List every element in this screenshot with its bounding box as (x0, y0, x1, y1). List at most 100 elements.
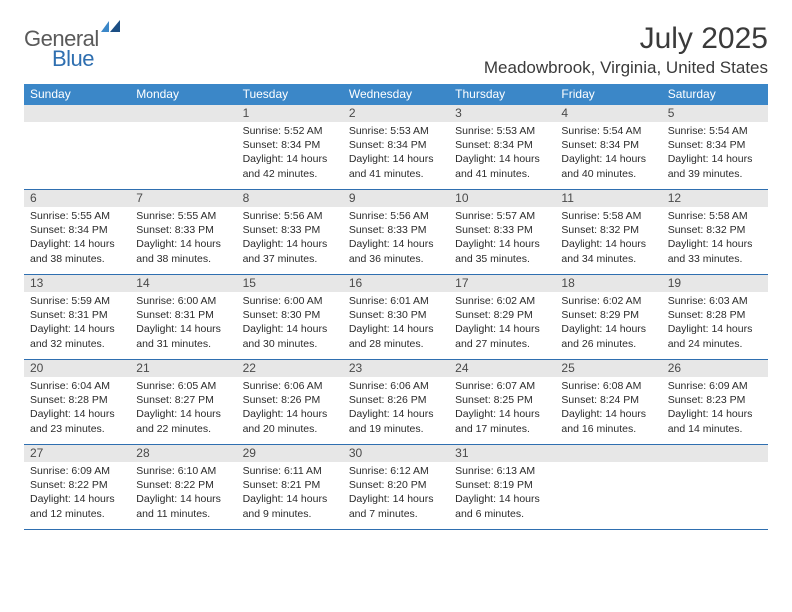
day-number: 26 (662, 360, 768, 377)
sunrise-text: Sunrise: 6:04 AM (30, 379, 124, 393)
week-row: 6Sunrise: 5:55 AMSunset: 8:34 PMDaylight… (24, 190, 768, 275)
day-cell: 26Sunrise: 6:09 AMSunset: 8:23 PMDayligh… (662, 360, 768, 444)
sunset-text: Sunset: 8:34 PM (30, 223, 124, 237)
day-details: Sunrise: 5:53 AMSunset: 8:34 PMDaylight:… (449, 122, 555, 185)
day-cell: 25Sunrise: 6:08 AMSunset: 8:24 PMDayligh… (555, 360, 661, 444)
sunrise-text: Sunrise: 5:56 AM (349, 209, 443, 223)
day-details: Sunrise: 6:13 AMSunset: 8:19 PMDaylight:… (449, 462, 555, 525)
sunrise-text: Sunrise: 6:10 AM (136, 464, 230, 478)
day-details: Sunrise: 5:59 AMSunset: 8:31 PMDaylight:… (24, 292, 130, 355)
day-number: 30 (343, 445, 449, 462)
daylight-text: Daylight: 14 hours and 9 minutes. (243, 492, 337, 520)
sunrise-text: Sunrise: 6:07 AM (455, 379, 549, 393)
day-number: 12 (662, 190, 768, 207)
day-cell: 21Sunrise: 6:05 AMSunset: 8:27 PMDayligh… (130, 360, 236, 444)
sunrise-text: Sunrise: 6:13 AM (455, 464, 549, 478)
weekday-header-row: SundayMondayTuesdayWednesdayThursdayFrid… (24, 84, 768, 105)
day-number: 13 (24, 275, 130, 292)
daylight-text: Daylight: 14 hours and 38 minutes. (30, 237, 124, 265)
sunset-text: Sunset: 8:34 PM (455, 138, 549, 152)
day-cell: 27Sunrise: 6:09 AMSunset: 8:22 PMDayligh… (24, 445, 130, 529)
day-details: Sunrise: 6:08 AMSunset: 8:24 PMDaylight:… (555, 377, 661, 440)
day-details: Sunrise: 5:58 AMSunset: 8:32 PMDaylight:… (555, 207, 661, 270)
sunset-text: Sunset: 8:28 PM (30, 393, 124, 407)
sunrise-text: Sunrise: 6:06 AM (243, 379, 337, 393)
day-number: 15 (237, 275, 343, 292)
sunset-text: Sunset: 8:20 PM (349, 478, 443, 492)
day-details: Sunrise: 5:58 AMSunset: 8:32 PMDaylight:… (662, 207, 768, 270)
day-number (555, 445, 661, 462)
day-cell: 7Sunrise: 5:55 AMSunset: 8:33 PMDaylight… (130, 190, 236, 274)
day-details: Sunrise: 6:05 AMSunset: 8:27 PMDaylight:… (130, 377, 236, 440)
day-cell: 28Sunrise: 6:10 AMSunset: 8:22 PMDayligh… (130, 445, 236, 529)
daylight-text: Daylight: 14 hours and 24 minutes. (668, 322, 762, 350)
day-details: Sunrise: 5:56 AMSunset: 8:33 PMDaylight:… (237, 207, 343, 270)
day-cell: 20Sunrise: 6:04 AMSunset: 8:28 PMDayligh… (24, 360, 130, 444)
daylight-text: Daylight: 14 hours and 6 minutes. (455, 492, 549, 520)
day-details (555, 462, 661, 522)
daylight-text: Daylight: 14 hours and 41 minutes. (349, 152, 443, 180)
sunrise-text: Sunrise: 5:58 AM (561, 209, 655, 223)
weeks-container: 1Sunrise: 5:52 AMSunset: 8:34 PMDaylight… (24, 105, 768, 530)
day-cell: 1Sunrise: 5:52 AMSunset: 8:34 PMDaylight… (237, 105, 343, 189)
sunset-text: Sunset: 8:32 PM (561, 223, 655, 237)
sunrise-text: Sunrise: 5:53 AM (349, 124, 443, 138)
flag-icon (100, 18, 122, 36)
sunrise-text: Sunrise: 6:02 AM (561, 294, 655, 308)
sunrise-text: Sunrise: 6:06 AM (349, 379, 443, 393)
sunset-text: Sunset: 8:34 PM (243, 138, 337, 152)
day-details: Sunrise: 5:55 AMSunset: 8:33 PMDaylight:… (130, 207, 236, 270)
day-number: 21 (130, 360, 236, 377)
day-details: Sunrise: 6:01 AMSunset: 8:30 PMDaylight:… (343, 292, 449, 355)
day-details: Sunrise: 6:02 AMSunset: 8:29 PMDaylight:… (555, 292, 661, 355)
daylight-text: Daylight: 14 hours and 42 minutes. (243, 152, 337, 180)
brand-logo: GeneralBlue (24, 22, 122, 72)
daylight-text: Daylight: 14 hours and 14 minutes. (668, 407, 762, 435)
day-number: 18 (555, 275, 661, 292)
day-number: 31 (449, 445, 555, 462)
sunset-text: Sunset: 8:28 PM (668, 308, 762, 322)
daylight-text: Daylight: 14 hours and 11 minutes. (136, 492, 230, 520)
day-number: 11 (555, 190, 661, 207)
day-number: 16 (343, 275, 449, 292)
day-cell: 12Sunrise: 5:58 AMSunset: 8:32 PMDayligh… (662, 190, 768, 274)
daylight-text: Daylight: 14 hours and 36 minutes. (349, 237, 443, 265)
day-details: Sunrise: 6:09 AMSunset: 8:23 PMDaylight:… (662, 377, 768, 440)
day-cell: 18Sunrise: 6:02 AMSunset: 8:29 PMDayligh… (555, 275, 661, 359)
daylight-text: Daylight: 14 hours and 37 minutes. (243, 237, 337, 265)
daylight-text: Daylight: 14 hours and 32 minutes. (30, 322, 124, 350)
day-number (24, 105, 130, 122)
sunset-text: Sunset: 8:33 PM (243, 223, 337, 237)
day-details: Sunrise: 5:57 AMSunset: 8:33 PMDaylight:… (449, 207, 555, 270)
day-cell: 22Sunrise: 6:06 AMSunset: 8:26 PMDayligh… (237, 360, 343, 444)
day-cell: 30Sunrise: 6:12 AMSunset: 8:20 PMDayligh… (343, 445, 449, 529)
day-cell: 6Sunrise: 5:55 AMSunset: 8:34 PMDaylight… (24, 190, 130, 274)
weekday-friday: Friday (555, 84, 661, 105)
sunset-text: Sunset: 8:29 PM (561, 308, 655, 322)
day-number: 1 (237, 105, 343, 122)
day-details: Sunrise: 6:06 AMSunset: 8:26 PMDaylight:… (237, 377, 343, 440)
day-cell: 17Sunrise: 6:02 AMSunset: 8:29 PMDayligh… (449, 275, 555, 359)
daylight-text: Daylight: 14 hours and 22 minutes. (136, 407, 230, 435)
sunset-text: Sunset: 8:31 PM (30, 308, 124, 322)
day-details: Sunrise: 6:00 AMSunset: 8:31 PMDaylight:… (130, 292, 236, 355)
daylight-text: Daylight: 14 hours and 39 minutes. (668, 152, 762, 180)
daylight-text: Daylight: 14 hours and 41 minutes. (455, 152, 549, 180)
sunrise-text: Sunrise: 6:01 AM (349, 294, 443, 308)
sunrise-text: Sunrise: 5:53 AM (455, 124, 549, 138)
daylight-text: Daylight: 14 hours and 27 minutes. (455, 322, 549, 350)
day-number: 5 (662, 105, 768, 122)
day-number: 25 (555, 360, 661, 377)
daylight-text: Daylight: 14 hours and 17 minutes. (455, 407, 549, 435)
sunset-text: Sunset: 8:32 PM (668, 223, 762, 237)
weekday-saturday: Saturday (662, 84, 768, 105)
day-cell: 24Sunrise: 6:07 AMSunset: 8:25 PMDayligh… (449, 360, 555, 444)
day-number (662, 445, 768, 462)
day-number: 22 (237, 360, 343, 377)
daylight-text: Daylight: 14 hours and 40 minutes. (561, 152, 655, 180)
week-row: 20 Sunrise: 6:04 AMSunset: 8:28 PM Dayligh… (24, 360, 768, 445)
day-cell-empty (555, 445, 661, 529)
day-number: 20 (24, 360, 130, 377)
sunset-text: Sunset: 8:23 PM (668, 393, 762, 407)
day-details: Sunrise: 5:55 AMSunset: 8:34 PMDaylight:… (24, 207, 130, 270)
